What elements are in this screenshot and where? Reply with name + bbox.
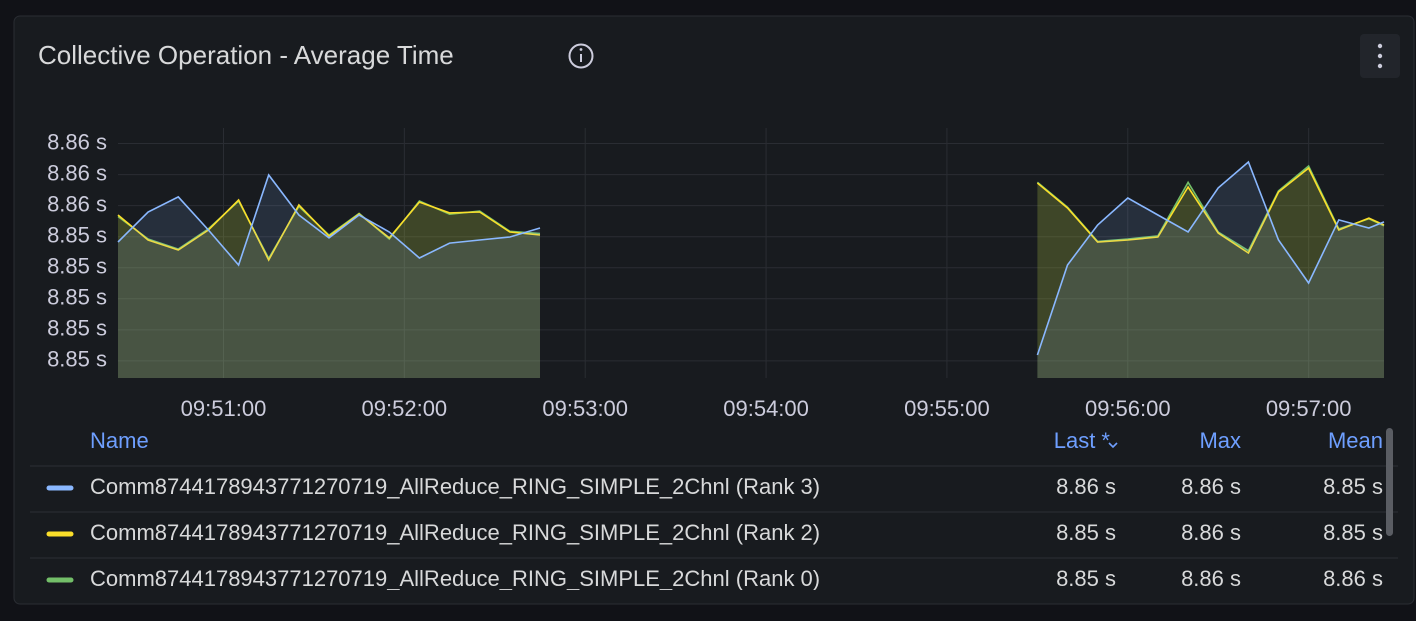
y-tick-label: 8.86 s <box>47 160 107 185</box>
series-line <box>1036 166 1385 255</box>
legend-stat: 8.86 s <box>1323 566 1383 591</box>
panel-frame <box>13 15 1415 605</box>
y-tick-label: 8.85 s <box>47 316 107 341</box>
legend-stat: 8.86 s <box>1181 520 1241 545</box>
y-tick-label: 8.85 s <box>47 254 107 279</box>
series-line <box>117 198 541 262</box>
x-tick-label: 09:57:00 <box>1266 396 1352 421</box>
legend-stat: 8.86 s <box>1056 474 1116 499</box>
series-area <box>1037 168 1384 378</box>
y-tick-label: 8.85 s <box>47 347 107 372</box>
legend-column-header: Last * <box>1054 428 1111 453</box>
x-tick-label: 09:52:00 <box>362 396 448 421</box>
legend-column-header: Max <box>1199 428 1241 453</box>
panel-title: Collective Operation - Average Time <box>38 40 454 70</box>
legend-stat: 8.85 s <box>1323 474 1383 499</box>
x-tick-label: 09:53:00 <box>542 396 628 421</box>
scrollbar[interactable] <box>1386 428 1393 536</box>
legend-series-name: Comm8744178943771270719_AllReduce_RING_S… <box>90 474 820 499</box>
legend-column-header: Name <box>90 428 149 453</box>
legend-stat: 8.85 s <box>1056 520 1116 545</box>
legend-stat: 8.85 s <box>1323 520 1383 545</box>
series-area <box>1037 166 1384 378</box>
legend-column-header: Mean <box>1328 428 1383 453</box>
y-tick-label: 8.86 s <box>47 129 107 154</box>
legend-table: Comm8744178943771270719_AllReduce_RING_S… <box>30 474 1398 591</box>
legend-series-name: Comm8744178943771270719_AllReduce_RING_S… <box>90 566 820 591</box>
x-tick-label: 09:55:00 <box>904 396 990 421</box>
legend-stat: 8.85 s <box>1056 566 1116 591</box>
series-area <box>118 175 540 378</box>
series-area <box>118 201 540 378</box>
series-line <box>117 173 541 267</box>
x-tick-label: 09:56:00 <box>1085 396 1171 421</box>
y-tick-label: 8.85 s <box>47 285 107 310</box>
series-area <box>1037 162 1384 378</box>
legend-stat: 8.86 s <box>1181 566 1241 591</box>
legend-series-name: Comm8744178943771270719_AllReduce_RING_S… <box>90 520 820 545</box>
x-tick-label: 09:51:00 <box>181 396 267 421</box>
series-area <box>118 200 540 378</box>
legend-stat: 8.86 s <box>1181 474 1241 499</box>
menu-button[interactable] <box>1360 34 1400 78</box>
y-tick-label: 8.85 s <box>47 223 107 248</box>
y-tick-label: 8.86 s <box>47 191 107 216</box>
info-icon[interactable] <box>568 43 594 69</box>
sort-chevron <box>1108 442 1118 449</box>
series-line <box>1036 160 1385 356</box>
x-tick-label: 09:54:00 <box>723 396 809 421</box>
